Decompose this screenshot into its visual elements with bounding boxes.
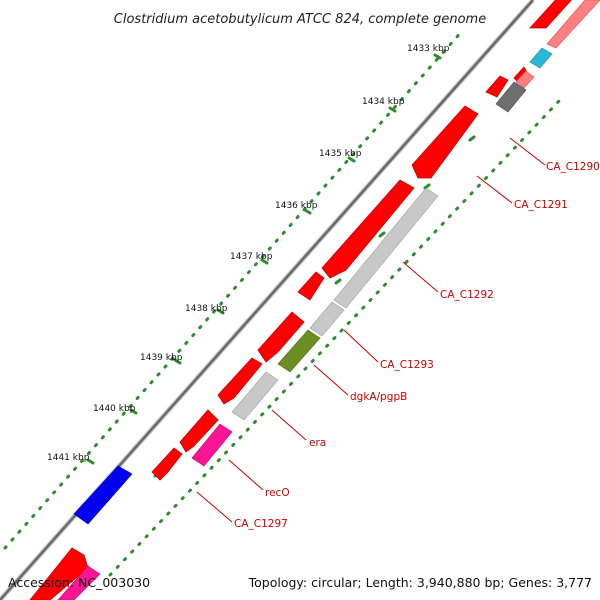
gene-arrow xyxy=(529,0,572,29)
magenta-gene xyxy=(191,423,233,467)
gene-label-ca-c1290: CA_C1290 xyxy=(546,161,600,173)
gene-label-reco: recO xyxy=(265,487,290,499)
gene-arrow xyxy=(231,371,279,421)
light-red-gene-small xyxy=(515,70,535,89)
tick-label-1434: 1434 kbp xyxy=(362,97,405,107)
gene-label-era: era xyxy=(309,437,326,449)
label-leader-lines xyxy=(196,137,546,523)
tick-label-1440: 1440 kbp xyxy=(93,404,136,414)
gene-label-ca-c1292: CA_C1292 xyxy=(440,289,494,301)
tick-label-1438: 1438 kbp xyxy=(185,304,228,314)
magenta-gene-bottom xyxy=(57,565,101,600)
tick-label-1439: 1439 kbp xyxy=(140,353,183,363)
gene-arrow xyxy=(309,301,345,337)
tick-label-1435: 1435 kbp xyxy=(319,149,362,159)
gene-arrow xyxy=(485,75,509,98)
gene-arrow xyxy=(297,271,325,301)
tick-label-1436: 1436 kbp xyxy=(275,201,318,211)
gray-genes xyxy=(231,187,439,421)
inner-ruler-dots xyxy=(108,98,562,577)
gene-arrow xyxy=(411,105,479,179)
gene-arrow xyxy=(151,447,183,481)
topology-text: Topology: circular; Length: 3,940,880 bp… xyxy=(248,575,592,590)
tick-marks xyxy=(86,53,442,465)
tick-label-1433: 1433 kbp xyxy=(407,44,450,54)
outer-ruler-dots xyxy=(3,28,465,550)
olive-gene xyxy=(277,329,321,373)
gene-arrow xyxy=(257,311,305,363)
gene-label-ca-c1291: CA_C1291 xyxy=(514,199,568,211)
tick-label-1441: 1441 kbp xyxy=(47,453,90,463)
light-red-gene xyxy=(546,0,600,49)
cyan-gene xyxy=(529,47,553,69)
gene-label-dgka-pgpb: dgkA/pgpB xyxy=(350,391,407,403)
forward-genes xyxy=(29,0,572,600)
map-title: Clostridium acetobutylicum ATCC 824, com… xyxy=(114,12,486,27)
gene-arrow xyxy=(333,187,439,309)
tick-label-1437: 1437 kbp xyxy=(230,252,273,262)
gene-arrow xyxy=(29,547,89,600)
gene-label-ca-c1297: CA_C1297 xyxy=(234,518,288,530)
gene-label-ca-c1293: CA_C1293 xyxy=(380,359,434,371)
gene-arrow xyxy=(321,179,415,279)
gene-arrow xyxy=(179,409,219,453)
blue-gene xyxy=(73,465,133,525)
gene-arrow xyxy=(217,357,263,405)
dark-gray-gene xyxy=(495,81,527,113)
accession-text: Accession: NC_003030 xyxy=(8,575,150,590)
